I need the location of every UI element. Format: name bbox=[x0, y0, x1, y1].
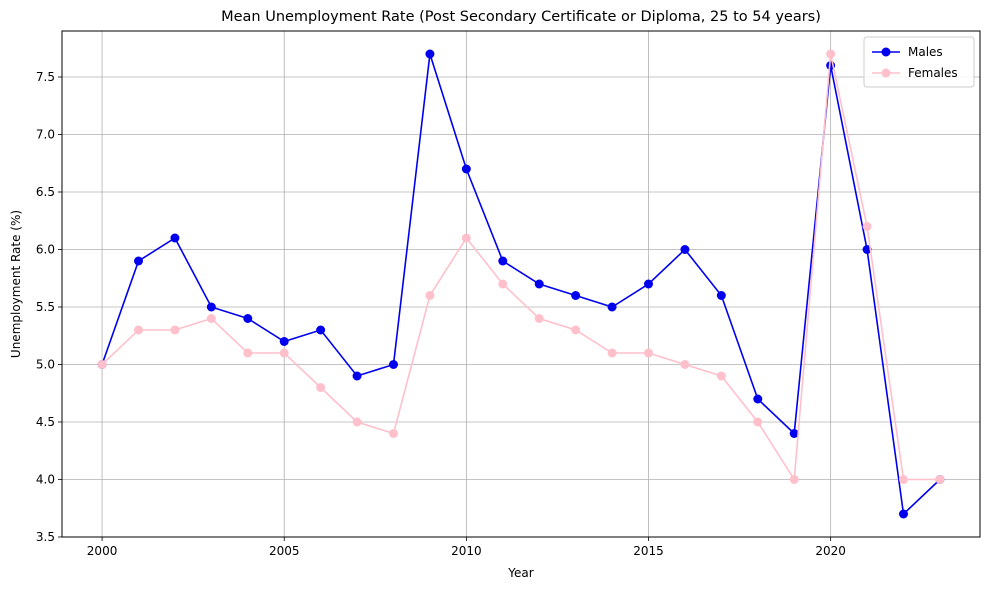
data-point-males bbox=[461, 164, 471, 174]
data-point-males bbox=[753, 394, 763, 404]
data-point-females bbox=[316, 383, 326, 392]
data-point-males bbox=[534, 279, 544, 289]
y-tick-label: 6.0 bbox=[36, 243, 55, 257]
data-point-males bbox=[789, 429, 799, 438]
data-point-females bbox=[680, 360, 690, 369]
y-tick-label: 4.0 bbox=[36, 473, 55, 487]
data-point-females bbox=[607, 348, 617, 358]
data-point-females bbox=[498, 279, 508, 289]
data-point-females bbox=[206, 314, 216, 323]
data-point-females bbox=[352, 417, 362, 427]
data-point-males bbox=[170, 233, 180, 243]
series-line-females bbox=[101, 53, 940, 482]
x-tick-label: 2020 bbox=[815, 544, 846, 558]
x-tick-label: 2015 bbox=[633, 544, 664, 558]
series-line-males bbox=[101, 53, 941, 516]
data-point-females bbox=[170, 325, 180, 335]
data-point-males bbox=[134, 256, 143, 266]
data-point-males bbox=[206, 302, 216, 312]
legend-box bbox=[863, 36, 975, 88]
legend-label: Males bbox=[908, 45, 943, 59]
data-point-males bbox=[243, 314, 253, 323]
legend: Males Females bbox=[863, 36, 975, 88]
y-axis: 3.5 4.0 4.5 5.0 5.5 6.0 6.5 7.0 7.5 bbox=[36, 70, 62, 544]
legend-marker bbox=[881, 68, 891, 78]
y-axis-title: Unemployment Rate (%) bbox=[9, 210, 23, 358]
data-point-females bbox=[571, 325, 581, 335]
y-tick-label: 5.0 bbox=[36, 358, 55, 372]
data-point-females bbox=[534, 314, 544, 323]
data-point-males bbox=[716, 291, 726, 300]
data-point-females bbox=[279, 348, 289, 358]
x-axis: 2000 2005 2010 2015 2020 bbox=[87, 537, 846, 558]
data-point-females bbox=[644, 348, 653, 358]
y-tick-label: 4.5 bbox=[36, 415, 55, 429]
series-males bbox=[97, 49, 945, 519]
y-tick-label: 5.5 bbox=[36, 300, 55, 314]
data-point-females bbox=[461, 233, 471, 243]
series-females bbox=[97, 49, 945, 484]
y-tick-label: 7.0 bbox=[36, 128, 55, 142]
data-point-males bbox=[316, 325, 326, 335]
data-point-males bbox=[644, 279, 653, 289]
data-point-females bbox=[425, 291, 435, 300]
data-point-females bbox=[134, 325, 143, 335]
legend-item-males: Males bbox=[872, 45, 943, 59]
data-point-males bbox=[571, 291, 581, 300]
data-point-males bbox=[680, 245, 690, 254]
data-point-females bbox=[243, 348, 253, 358]
data-point-females bbox=[935, 475, 945, 484]
x-tick-label: 2000 bbox=[87, 544, 118, 558]
legend-item-females: Females bbox=[872, 66, 958, 80]
data-point-males bbox=[607, 302, 617, 312]
x-tick-label: 2005 bbox=[269, 544, 300, 558]
plot-frame bbox=[61, 30, 981, 538]
data-point-females bbox=[862, 222, 872, 231]
data-point-males bbox=[352, 371, 362, 381]
data-point-females bbox=[97, 360, 107, 369]
data-point-females bbox=[753, 417, 763, 427]
chart-title: Mean Unemployment Rate (Post Secondary C… bbox=[221, 9, 821, 25]
data-point-females bbox=[716, 371, 726, 381]
y-tick-label: 3.5 bbox=[36, 530, 55, 544]
data-point-females bbox=[389, 429, 398, 438]
legend-marker bbox=[881, 47, 891, 57]
data-point-females bbox=[899, 475, 908, 484]
data-point-males bbox=[425, 49, 435, 59]
data-point-females bbox=[789, 475, 799, 484]
data-point-males bbox=[279, 337, 289, 346]
y-tick-label: 7.5 bbox=[36, 70, 55, 84]
data-point-females bbox=[826, 49, 836, 59]
y-tick-label: 6.5 bbox=[36, 185, 55, 199]
series-layer bbox=[97, 49, 945, 519]
data-point-males bbox=[899, 509, 908, 519]
x-axis-title: Year bbox=[507, 566, 533, 580]
data-point-males bbox=[498, 256, 508, 266]
legend-label: Females bbox=[908, 66, 958, 80]
data-point-males bbox=[389, 360, 398, 369]
x-tick-label: 2010 bbox=[451, 544, 482, 558]
